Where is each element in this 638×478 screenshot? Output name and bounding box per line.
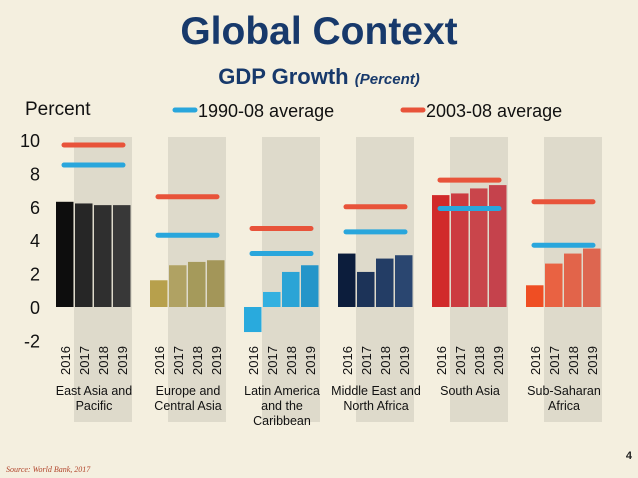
subtitle-unit: (Percent) xyxy=(354,71,420,88)
x-tick-label: 2018 xyxy=(190,346,205,375)
y-axis-label: Percent xyxy=(25,99,91,120)
source-note: Source: World Bank, 2017 xyxy=(6,465,91,474)
y-tick-label: 6 xyxy=(30,198,40,218)
legend-label: 1990-08 average xyxy=(198,101,334,121)
x-tick-label: 2019 xyxy=(585,346,600,375)
bar xyxy=(395,255,413,307)
bar xyxy=(207,260,225,307)
bar xyxy=(338,253,356,307)
x-tick-label: 2017 xyxy=(171,346,186,375)
group-label: Latin America xyxy=(244,384,320,398)
group-label: and the xyxy=(261,399,303,413)
x-tick-label: 2019 xyxy=(397,346,412,375)
bar xyxy=(169,265,187,307)
group-label: South Asia xyxy=(440,384,500,398)
bar xyxy=(282,271,300,307)
x-tick-label: 2017 xyxy=(359,346,374,375)
group-label: Pacific xyxy=(76,399,113,413)
x-tick-label: 2018 xyxy=(472,346,487,375)
x-tick-label: 2016 xyxy=(152,346,167,375)
slide-title: Global Context xyxy=(180,10,458,53)
group-label: Caribbean xyxy=(253,414,311,428)
bar xyxy=(188,261,206,307)
bar xyxy=(263,291,281,307)
y-tick-label: 8 xyxy=(30,164,40,184)
group-label: Europe and xyxy=(156,384,221,398)
x-tick-label: 2018 xyxy=(284,346,299,375)
bar xyxy=(376,258,394,307)
x-tick-label: 2017 xyxy=(453,346,468,375)
bar xyxy=(526,285,544,307)
x-tick-label: 2018 xyxy=(96,346,111,375)
bar xyxy=(113,205,131,307)
bar xyxy=(357,271,375,307)
bar xyxy=(564,253,582,307)
x-tick-label: 2017 xyxy=(547,346,562,375)
x-tick-label: 2017 xyxy=(265,346,280,375)
y-tick-label: 2 xyxy=(30,265,40,285)
bar xyxy=(470,188,488,307)
bar xyxy=(451,193,469,307)
x-tick-label: 2016 xyxy=(434,346,449,375)
group-label: East Asia and xyxy=(56,384,132,398)
group-label: North Africa xyxy=(343,399,408,413)
bar xyxy=(489,185,507,307)
x-tick-label: 2016 xyxy=(58,346,73,375)
x-tick-label: 2018 xyxy=(378,346,393,375)
group-label: Middle East and xyxy=(331,384,421,398)
chart-subtitle: GDP Growth (Percent) xyxy=(0,64,638,90)
bar xyxy=(583,248,601,307)
x-tick-label: 2019 xyxy=(491,346,506,375)
bar xyxy=(94,205,112,307)
page-number: 4 xyxy=(625,450,632,462)
group-label: Sub-Saharan xyxy=(527,384,601,398)
bar xyxy=(301,265,319,307)
bar xyxy=(432,195,450,307)
x-tick-label: 2019 xyxy=(303,346,318,375)
bar xyxy=(545,263,563,307)
y-tick-label: 4 xyxy=(30,231,40,251)
x-tick-label: 2016 xyxy=(528,346,543,375)
x-tick-label: 2019 xyxy=(115,346,130,375)
bar xyxy=(150,280,168,307)
y-tick-label: 10 xyxy=(20,131,40,151)
x-tick-label: 2019 xyxy=(209,346,224,375)
group-label: Central Asia xyxy=(154,399,221,413)
bar xyxy=(75,203,93,307)
legend-label: 2003-08 average xyxy=(426,101,562,121)
x-tick-label: 2016 xyxy=(340,346,355,375)
x-tick-label: 2017 xyxy=(77,346,92,375)
bar xyxy=(56,201,74,307)
x-tick-label: 2016 xyxy=(246,346,261,375)
group-label: Africa xyxy=(548,399,580,413)
bar xyxy=(244,307,262,333)
x-tick-label: 2018 xyxy=(566,346,581,375)
y-tick-label: 0 xyxy=(30,298,40,318)
subtitle-text: GDP Growth xyxy=(218,64,349,89)
y-tick-label: -2 xyxy=(24,331,40,351)
